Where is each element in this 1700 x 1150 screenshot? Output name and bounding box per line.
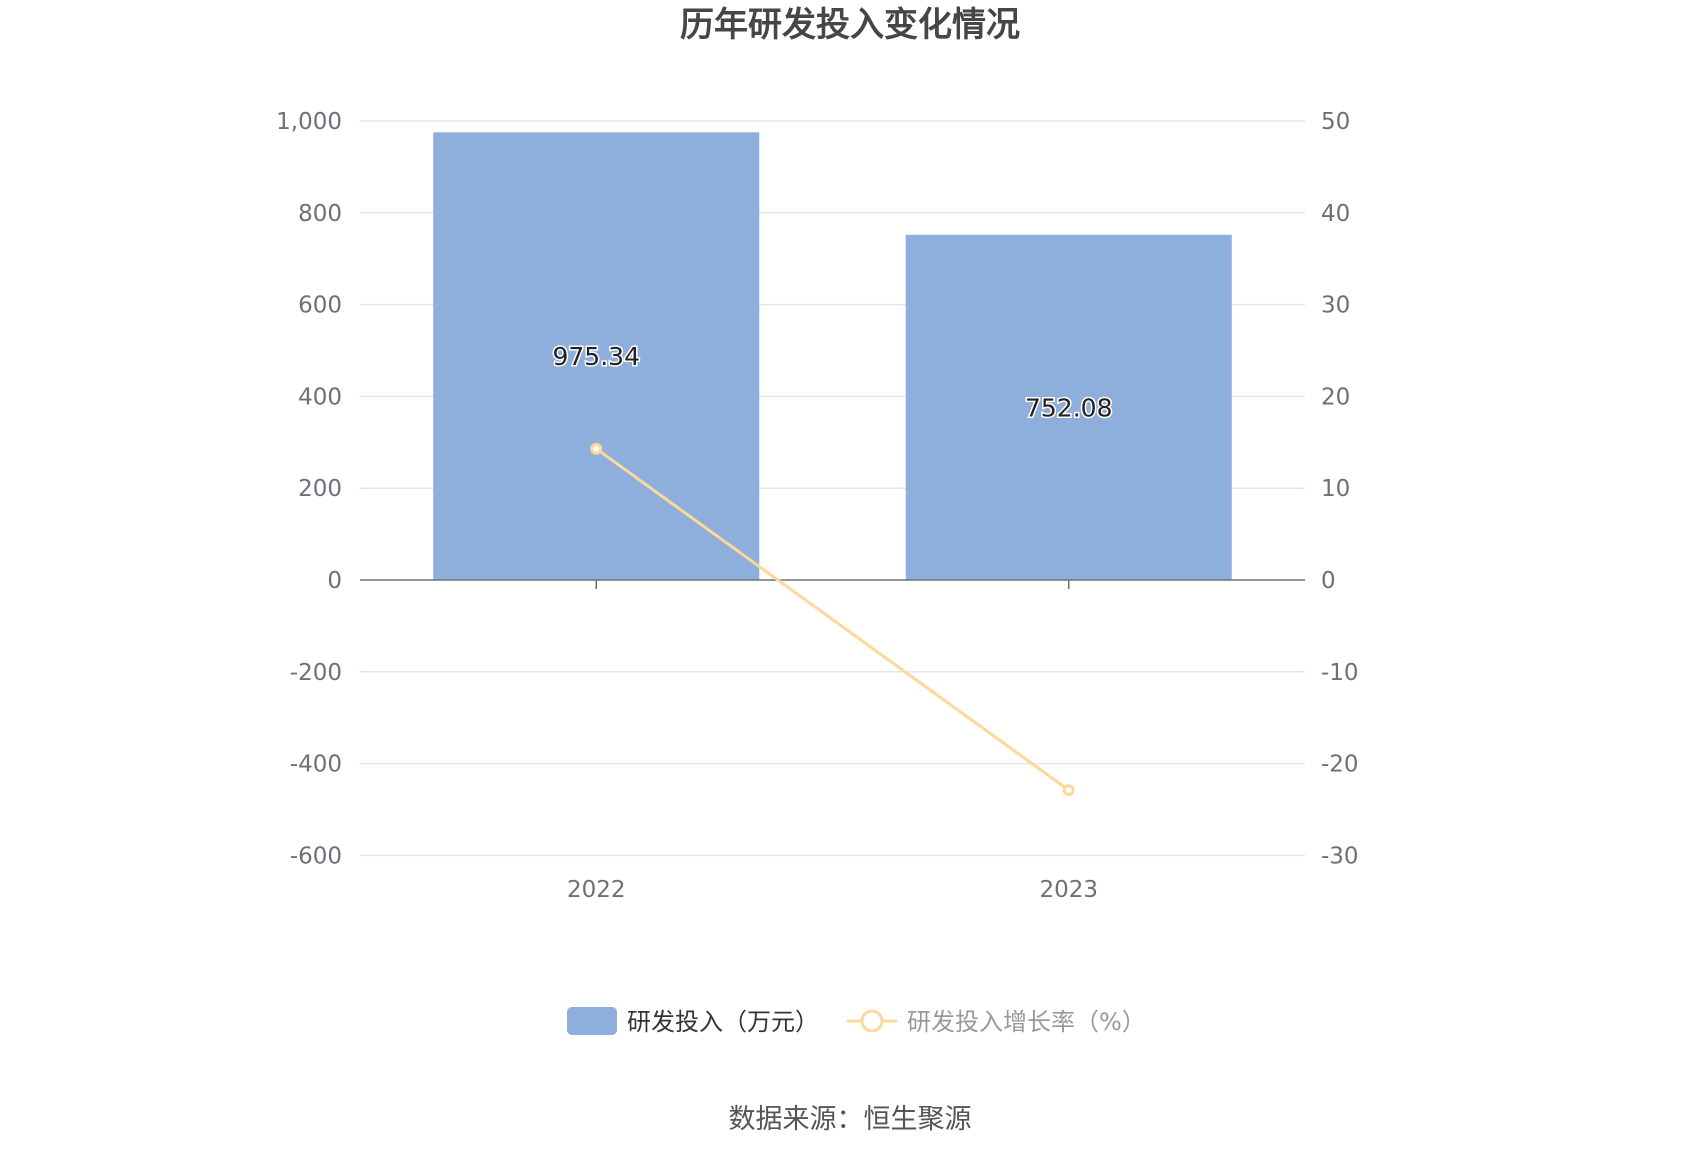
y-left-tick-label: 600 [298, 293, 342, 319]
growth-line-path [595, 447, 1070, 792]
y-right-tick-label: 50 [1321, 109, 1350, 135]
bars [433, 132, 1232, 580]
y-left-tick-label: 400 [298, 384, 342, 410]
y-left-tick-label: -600 [290, 843, 342, 869]
y-right-tick-label: 0 [1321, 568, 1336, 594]
legend-bar-swatch [567, 1007, 617, 1035]
y-right-tick-label: -20 [1321, 752, 1359, 778]
legend-bar-label: 研发投入（万元） [627, 1008, 819, 1036]
legend-line-label: 研发投入增长率（%） [907, 1008, 1146, 1036]
x-tick-label: 2023 [1039, 877, 1098, 903]
bar-2022 [433, 132, 760, 580]
y-left-tick-label: 800 [298, 201, 342, 227]
legend: 研发投入（万元） 研发投入增长率（%） [567, 1007, 1146, 1036]
growth-point-2022 [590, 442, 603, 455]
y-left-tick-label: 1,000 [276, 109, 342, 135]
legend-line-marker [860, 1009, 884, 1033]
y-left-tick-label: -200 [290, 660, 342, 686]
bar-2023 [905, 234, 1232, 580]
legend-item-bar[interactable]: 研发投入（万元） [567, 1007, 819, 1036]
y-right-tick-label: 20 [1321, 384, 1350, 410]
bar-labels: 975.34 752.08 [551, 341, 1114, 424]
chart-title: 历年研发投入变化情况 [680, 5, 1020, 45]
legend-item-line[interactable]: 研发投入增长率（%） [847, 1008, 1146, 1036]
right-axis: 50 40 30 20 10 0 -10 -20 -30 [1321, 109, 1359, 869]
y-right-tick-label: 10 [1321, 476, 1350, 502]
left-axis: 1,000 800 600 400 200 0 -200 -400 -600 [276, 109, 342, 869]
y-right-tick-label: -30 [1321, 843, 1359, 869]
bar-value-label: 975.34 [553, 342, 640, 371]
bar-value-label: 752.08 [1025, 393, 1112, 422]
y-left-tick-label: -400 [290, 752, 342, 778]
y-right-tick-label: 30 [1321, 293, 1350, 319]
data-source: 数据来源：恒生聚源 [729, 1104, 972, 1135]
y-right-tick-label: -10 [1321, 660, 1359, 686]
y-right-tick-label: 40 [1321, 201, 1350, 227]
y-left-tick-label: 0 [327, 568, 342, 594]
x-tick-label: 2022 [567, 877, 626, 903]
growth-point-2023 [1062, 784, 1075, 797]
growth-line [590, 442, 1075, 797]
x-axis: 2022 2023 [360, 579, 1305, 903]
y-left-tick-label: 200 [298, 476, 342, 502]
